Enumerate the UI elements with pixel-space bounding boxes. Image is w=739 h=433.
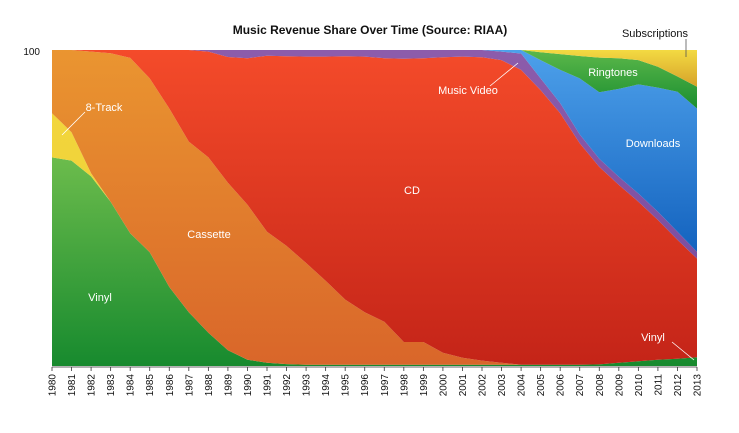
x-tick-label: 2012 [673, 374, 684, 397]
x-tick-label: 2004 [517, 374, 528, 397]
x-tick-label: 1988 [204, 374, 215, 397]
area-vinyl [52, 157, 697, 366]
eight-track-leader-line [61, 111, 86, 136]
x-tick-label: 2007 [575, 374, 586, 397]
x-tick-label: 1980 [48, 374, 59, 397]
area-cd [52, 50, 697, 365]
annotations: Vinyl 8-Track Cassette CD Music Video Do… [61, 28, 695, 361]
x-tick-label: 2011 [653, 374, 664, 396]
x-tick-label: 1997 [380, 374, 391, 397]
x-axis: 1980 1981 1982 1983 1984 1985 1986 1987 1988 1989… [48, 366, 704, 397]
vinyl-right-leader-line [671, 341, 695, 361]
y-tick-100: 100 [23, 47, 40, 58]
label-eight-track: 8-Track [86, 102, 123, 114]
x-tick-label: 2003 [497, 374, 508, 397]
x-tick-label: 1992 [282, 374, 293, 397]
area-subscriptions [52, 50, 697, 87]
label-vinyl-right: Vinyl [641, 332, 665, 344]
x-tick-label: 1990 [243, 374, 254, 397]
x-tick-label: 1986 [165, 374, 176, 397]
x-tick-label: 1999 [419, 374, 430, 397]
x-tick-label: 1994 [321, 374, 332, 397]
label-music-video: Music Video [438, 85, 498, 97]
x-tick-label: 1981 [67, 374, 78, 397]
x-tick-label: 1984 [126, 374, 137, 397]
x-tick-label: 1993 [302, 374, 313, 397]
x-tick-label: 2001 [458, 374, 469, 397]
music-video-leader-line [489, 62, 519, 87]
label-cassette: Cassette [187, 229, 230, 241]
x-tick-label: 1995 [341, 374, 352, 397]
x-tick-label: 1982 [87, 374, 98, 397]
x-tick-label: 2013 [693, 374, 704, 397]
area-layers [52, 50, 697, 366]
x-tick-label: 2006 [556, 374, 567, 397]
x-tick-label: 1989 [223, 374, 234, 397]
x-tick-label: 1996 [360, 374, 371, 397]
x-tick-label: 2009 [614, 374, 625, 397]
x-tick-label: 1998 [399, 374, 410, 397]
x-tick-label: 2002 [478, 374, 489, 397]
x-tick-label: 2008 [595, 374, 606, 397]
x-tick-label: 1987 [184, 374, 195, 397]
label-ringtones: Ringtones [588, 67, 638, 79]
x-tick-label: 2000 [438, 374, 449, 397]
label-subscriptions: Subscriptions [622, 28, 689, 40]
x-tick-label: 1983 [106, 374, 117, 397]
x-tick-label: 2005 [536, 374, 547, 397]
label-cd: CD [404, 185, 420, 197]
label-downloads: Downloads [626, 138, 681, 150]
label-vinyl-left: Vinyl [88, 292, 112, 304]
x-tick-label: 1991 [263, 374, 274, 397]
x-tick-label: 2010 [634, 374, 645, 397]
chart-title: Music Revenue Share Over Time (Source: R… [233, 23, 508, 37]
x-tick-label: 1985 [145, 374, 156, 397]
area-cassette [52, 50, 697, 365]
